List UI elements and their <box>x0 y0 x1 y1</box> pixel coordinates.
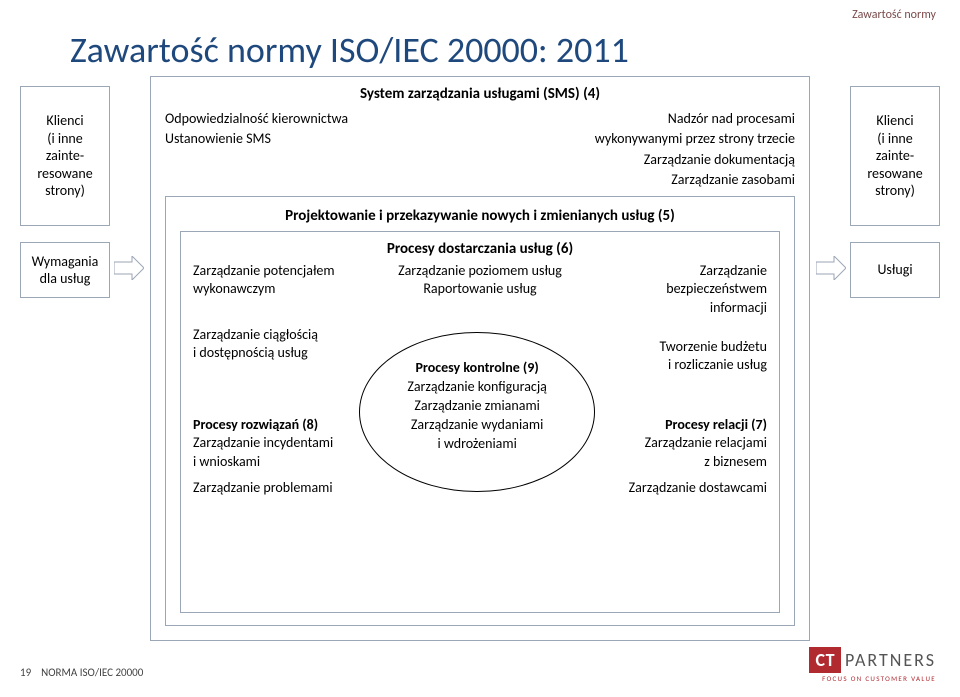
section5-title: Projektowanie i przekazywanie nowych i z… <box>180 207 780 225</box>
sms-top-right-3: Zarządzanie zasobami <box>493 170 795 190</box>
section9-ellipse: Procesy kontrolne (9) Zarządzanie konfig… <box>359 332 594 492</box>
page-header-label: Zawartość normy <box>852 8 936 22</box>
section6-frame: Procesy dostarczania usług (6) Zarządzan… <box>180 231 780 613</box>
sms-top-right-1: Nadzór nad procesami wykonywanymi przez … <box>493 109 795 150</box>
section8-block: Procesy rozwiązań (8) Zarządzanie incyde… <box>193 416 382 497</box>
logo-ct: CT <box>809 647 841 673</box>
right-services-box: Usługi <box>850 242 940 298</box>
section7-line1: Zarządzanie relacjami <box>578 434 767 452</box>
right-sidecol: Klienci (i inne zainte- resowane strony)… <box>850 86 940 298</box>
delivery-grid: Zarządzanie potencjałem wykonawczym Zarz… <box>193 262 767 600</box>
left-clients-box: Klienci (i inne zainte- resowane strony) <box>20 86 110 226</box>
section5-frame: Projektowanie i przekazywanie nowych i z… <box>165 196 795 626</box>
capacity-mgmt: Zarządzanie potencjałem wykonawczym <box>193 262 382 298</box>
left-requirements-box: Wymagania dla usług <box>20 242 110 298</box>
page-number: 19 <box>20 666 31 679</box>
arrow-right-icon <box>114 256 144 280</box>
section7-block: Procesy relacji (7) Zarządzanie relacjam… <box>578 416 767 497</box>
sms-frame: System zarządzania usługami (SMS) (4) Od… <box>150 76 810 641</box>
section9-line3: Zarządzanie wydaniami <box>360 416 593 435</box>
sms-top-left-2: Ustanowienie SMS <box>165 129 467 149</box>
arrow-right-icon <box>816 256 846 280</box>
logo: CT PARTNERS FOCUS ON CUSTOMER VALUE <box>809 647 936 683</box>
section9-line1: Zarządzanie konfiguracją <box>360 378 593 397</box>
page-title: Zawartość normy ISO/IEC 20000: 2011 <box>70 28 629 72</box>
sms-top-right: Nadzór nad procesami wykonywanymi przez … <box>493 109 795 190</box>
section8-line1: Zarządzanie incydentami <box>193 434 382 452</box>
footer: 19 NORMA ISO/IEC 20000 <box>20 666 143 679</box>
sms-top-left-1: Odpowiedzialność kierownictwa <box>165 109 467 129</box>
sms-title: System zarządzania usługami (SMS) (4) <box>165 85 795 103</box>
right-clients-box: Klienci (i inne zainte- resowane strony) <box>850 86 940 226</box>
budgeting: Tworzenie budżetu i rozliczanie usług <box>578 338 767 374</box>
left-sidecol: Klienci (i inne zainte- resowane strony)… <box>20 86 110 298</box>
section8-line2: i wnioskami <box>193 453 382 471</box>
section8-title: Procesy rozwiązań (8) <box>193 416 382 434</box>
section9-title: Procesy kontrolne (9) <box>360 359 593 378</box>
diagram-stage: Klienci (i inne zainte- resowane strony)… <box>20 76 940 641</box>
sms-top-left: Odpowiedzialność kierownictwa Ustanowien… <box>165 109 467 190</box>
section9-line2: Zarządzanie zmianami <box>360 397 593 416</box>
section6-title: Procesy dostarczania usług (6) <box>193 240 767 258</box>
footer-label: NORMA ISO/IEC 20000 <box>41 666 143 679</box>
service-level-mgmt: Zarządzanie poziomem usług Raportowanie … <box>382 262 577 298</box>
logo-partners: PARTNERS <box>845 649 936 671</box>
logo-tagline: FOCUS ON CUSTOMER VALUE <box>809 674 936 683</box>
section8-line3: Zarządzanie problemami <box>193 479 382 497</box>
security-mgmt: Zarządzanie bezpieczeństwem informacji <box>578 262 767 317</box>
section9-line4: i wdrożeniami <box>360 435 593 454</box>
sms-top-right-2: Zarządzanie dokumentacją <box>493 150 795 170</box>
continuity-mgmt: Zarządzanie ciągłością i dostępnością us… <box>193 326 382 362</box>
section7-title: Procesy relacji (7) <box>578 416 767 434</box>
sms-top-row: Odpowiedzialność kierownictwa Ustanowien… <box>165 109 795 190</box>
section7-line3: Zarządzanie dostawcami <box>578 479 767 497</box>
section7-line2: z biznesem <box>578 453 767 471</box>
